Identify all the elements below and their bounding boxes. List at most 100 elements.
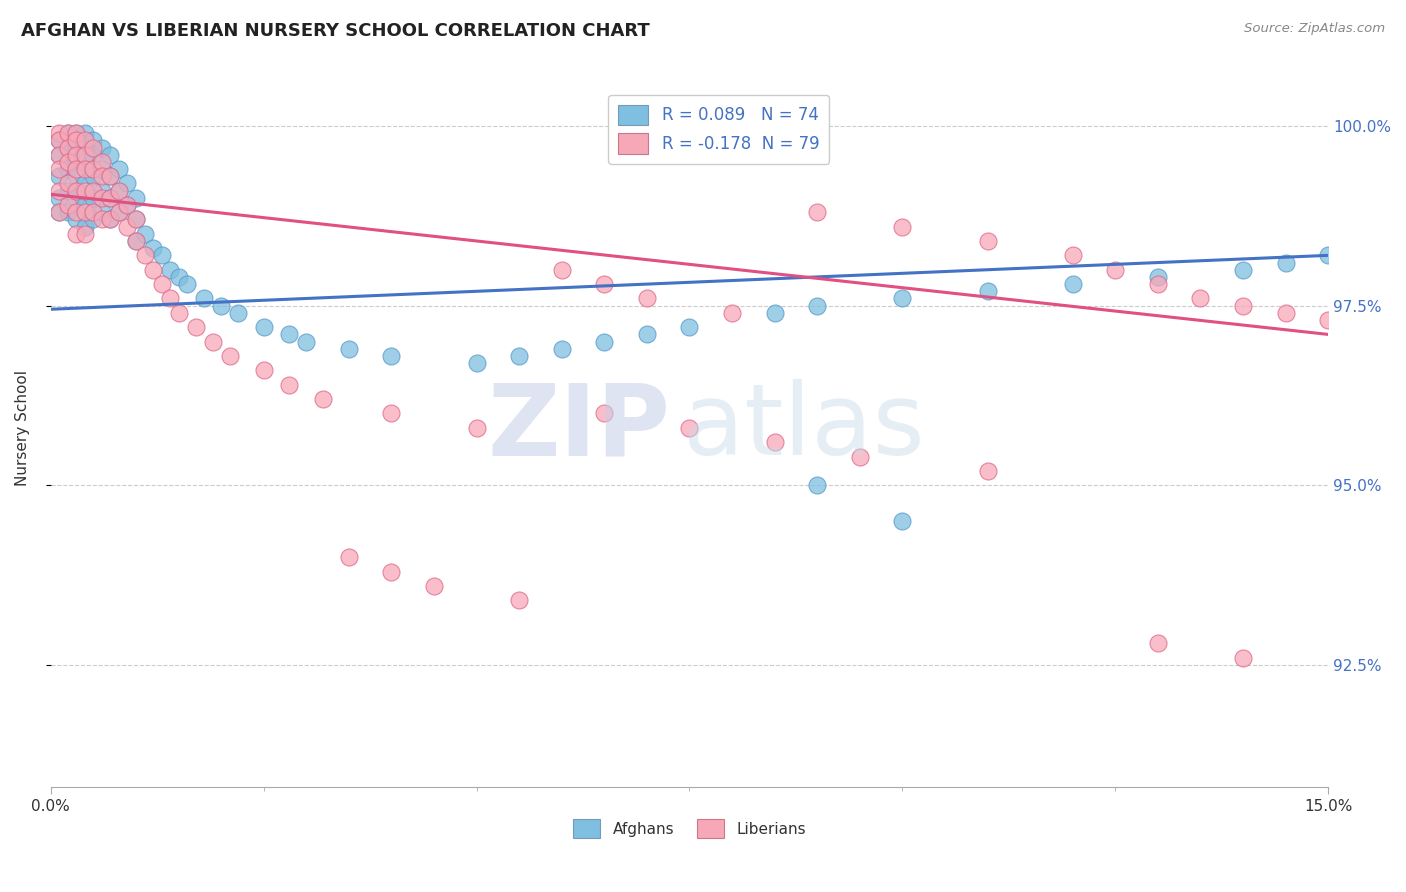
Point bbox=[65, 212, 87, 227]
Point bbox=[73, 184, 96, 198]
Point bbox=[65, 126, 87, 140]
Point bbox=[73, 162, 96, 177]
Point bbox=[100, 169, 122, 184]
Point bbox=[48, 169, 70, 184]
Point bbox=[1062, 277, 1084, 292]
Point bbox=[73, 155, 96, 169]
Y-axis label: Nursery School: Nursery School bbox=[15, 370, 30, 486]
Point bbox=[73, 147, 96, 161]
Point bbox=[891, 292, 914, 306]
Point bbox=[167, 269, 190, 284]
Point bbox=[976, 234, 998, 248]
Point bbox=[159, 262, 181, 277]
Point bbox=[226, 306, 249, 320]
Point bbox=[976, 285, 998, 299]
Point bbox=[678, 320, 700, 334]
Point bbox=[48, 191, 70, 205]
Point bbox=[1189, 292, 1212, 306]
Point bbox=[1062, 248, 1084, 262]
Point bbox=[125, 191, 148, 205]
Point bbox=[1104, 262, 1126, 277]
Point bbox=[90, 205, 112, 219]
Point bbox=[90, 169, 112, 184]
Point bbox=[48, 133, 70, 147]
Point bbox=[108, 205, 131, 219]
Point bbox=[48, 126, 70, 140]
Point bbox=[73, 126, 96, 140]
Point bbox=[508, 593, 530, 607]
Point bbox=[184, 320, 207, 334]
Point bbox=[65, 126, 87, 140]
Point bbox=[253, 363, 276, 377]
Point bbox=[48, 147, 70, 161]
Point bbox=[108, 184, 131, 198]
Point bbox=[100, 169, 122, 184]
Point bbox=[56, 140, 79, 154]
Point bbox=[1274, 306, 1296, 320]
Point bbox=[312, 392, 335, 406]
Point bbox=[65, 184, 87, 198]
Point bbox=[82, 133, 104, 147]
Point bbox=[56, 155, 79, 169]
Point bbox=[278, 327, 301, 342]
Point bbox=[73, 177, 96, 191]
Point bbox=[1317, 313, 1340, 327]
Point bbox=[125, 212, 148, 227]
Point bbox=[176, 277, 198, 292]
Point bbox=[763, 306, 786, 320]
Point bbox=[82, 191, 104, 205]
Point bbox=[65, 155, 87, 169]
Point bbox=[73, 133, 96, 147]
Point bbox=[82, 212, 104, 227]
Point bbox=[209, 299, 232, 313]
Point bbox=[65, 169, 87, 184]
Point bbox=[100, 212, 122, 227]
Point bbox=[90, 191, 112, 205]
Point bbox=[218, 349, 240, 363]
Point bbox=[90, 162, 112, 177]
Point bbox=[1146, 269, 1168, 284]
Point bbox=[159, 292, 181, 306]
Point bbox=[90, 212, 112, 227]
Point bbox=[806, 205, 828, 219]
Point bbox=[48, 162, 70, 177]
Point bbox=[380, 407, 402, 421]
Point bbox=[465, 421, 488, 435]
Text: AFGHAN VS LIBERIAN NURSERY SCHOOL CORRELATION CHART: AFGHAN VS LIBERIAN NURSERY SCHOOL CORREL… bbox=[21, 22, 650, 40]
Point bbox=[56, 126, 79, 140]
Point bbox=[891, 514, 914, 528]
Point bbox=[56, 184, 79, 198]
Point bbox=[891, 219, 914, 234]
Point bbox=[100, 147, 122, 161]
Point bbox=[73, 227, 96, 241]
Point bbox=[48, 133, 70, 147]
Point bbox=[134, 248, 156, 262]
Point bbox=[1146, 277, 1168, 292]
Point bbox=[125, 212, 148, 227]
Point bbox=[806, 299, 828, 313]
Point bbox=[73, 198, 96, 212]
Point bbox=[65, 140, 87, 154]
Point bbox=[82, 184, 104, 198]
Point bbox=[108, 162, 131, 177]
Point bbox=[56, 177, 79, 191]
Text: Source: ZipAtlas.com: Source: ZipAtlas.com bbox=[1244, 22, 1385, 36]
Point bbox=[73, 219, 96, 234]
Point bbox=[82, 162, 104, 177]
Point bbox=[82, 140, 104, 154]
Point bbox=[65, 227, 87, 241]
Point bbox=[295, 334, 318, 349]
Point bbox=[117, 219, 139, 234]
Point bbox=[253, 320, 276, 334]
Point bbox=[1232, 650, 1254, 665]
Point bbox=[100, 191, 122, 205]
Point bbox=[56, 126, 79, 140]
Point bbox=[65, 205, 87, 219]
Point bbox=[193, 292, 215, 306]
Text: atlas: atlas bbox=[683, 379, 925, 476]
Point bbox=[380, 349, 402, 363]
Point bbox=[56, 162, 79, 177]
Point bbox=[117, 198, 139, 212]
Point bbox=[849, 450, 872, 464]
Point bbox=[65, 191, 87, 205]
